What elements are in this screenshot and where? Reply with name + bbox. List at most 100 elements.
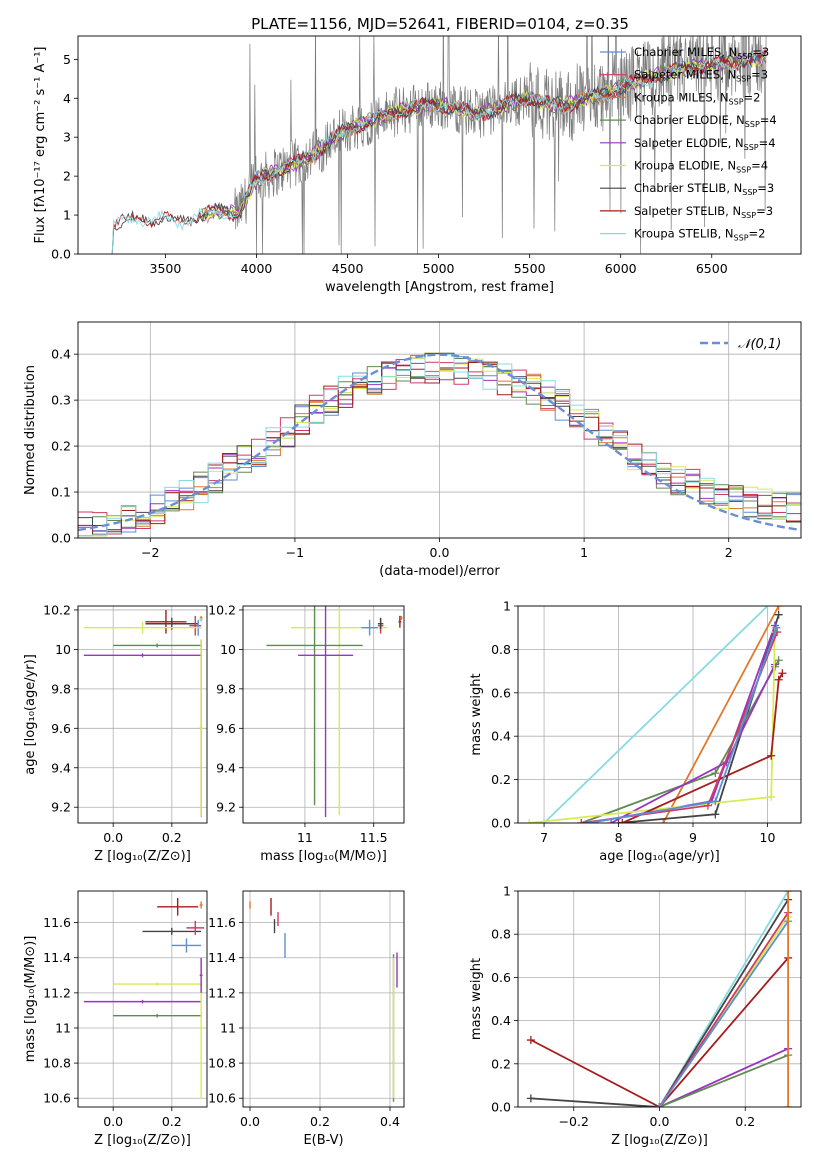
plot-area <box>249 898 398 1102</box>
axes-cumw_vs_Z: −0.2 0.0 0.2 0.0 0.2 0.4 0.6 0.8 1 Z [log₁₀(Z/Z⊙)… <box>469 884 802 1148</box>
y-tick-label: 10 <box>55 642 71 657</box>
y-tick-label: 11.6 <box>43 915 71 930</box>
plot-area <box>526 891 793 1107</box>
errorbar-point <box>266 606 363 806</box>
weight-line-kroupa-stelib <box>543 606 769 823</box>
axes-mass_vs_EBV: 0.0 0.2 0.4 10.6 10.8 11 11.2 11.4 11.6 E(B-V) <box>208 890 405 1148</box>
x-tick-label: 0.2 <box>162 1114 182 1129</box>
y-tick-label: 0.4 <box>491 729 511 744</box>
errorbar-point <box>377 617 384 630</box>
weight-marker <box>614 819 623 823</box>
weight-line-chabrier-stelib <box>618 614 780 823</box>
axes-frame <box>517 605 802 824</box>
x-axis-label: wavelength [Angstrom, rest frame] <box>325 280 554 295</box>
x-tick-label: −0.2 <box>559 1114 589 1129</box>
x-tick-label: 11.5 <box>360 830 388 845</box>
weight-line-chabrier-stelib <box>530 899 789 1107</box>
x-tick-label: 0.0 <box>650 1114 670 1129</box>
weight-marker <box>774 675 783 684</box>
legend-label: Chabrier MILES, NSSP=3 <box>634 45 769 61</box>
errorbar-point <box>145 609 187 634</box>
weight-line-salpeter-elodie <box>659 1047 789 1107</box>
x-tick-label: 3500 <box>150 261 182 276</box>
plot-area <box>110 36 767 254</box>
x-axis-label: E(B-V) <box>303 1133 343 1148</box>
x-tick-label: 0.0 <box>103 1114 123 1129</box>
x-tick-label: 1 <box>580 545 588 560</box>
weight-marker <box>711 810 720 819</box>
y-tick-label: 0.0 <box>51 531 71 546</box>
y-tick-label: 0.2 <box>491 772 511 787</box>
y-axis-label: Normed distribution <box>23 365 38 495</box>
y-tick-label: 0.8 <box>491 642 511 657</box>
y-tick-label: 4 <box>63 91 71 106</box>
y-tick-label: 0.8 <box>491 927 511 942</box>
figure-title: PLATE=1156, MJD=52641, FIBERID=0104, z=0… <box>251 15 629 33</box>
errorbar-point <box>113 1013 202 1018</box>
weight-marker <box>618 819 627 823</box>
x-tick-label: 2 <box>725 545 733 560</box>
y-tick-label: 10.6 <box>208 1091 236 1106</box>
errorbar-point <box>142 927 202 935</box>
x-tick-label: 11 <box>297 830 313 845</box>
weight-marker <box>784 1103 793 1107</box>
y-tick-label: 3 <box>63 130 71 145</box>
weight-line-salpeter-stelib <box>621 672 784 823</box>
legend-label: Salpeter ELODIE, NSSP=4 <box>634 136 776 152</box>
x-tick-label: 10 <box>760 830 776 845</box>
axes-frame <box>77 605 208 824</box>
plot-area <box>525 606 787 823</box>
y-axis-label: mass [log₁₀(M/M⊙)] <box>23 936 38 1063</box>
legend-label: Salpeter MILES, NSSP=3 <box>634 68 768 84</box>
normal-curve <box>78 353 801 532</box>
weight-line-kroupa-miles <box>662 606 780 823</box>
y-axis-label: mass weight <box>469 673 484 755</box>
axes-age_vs_mass: 11 11.5 9.2 9.4 9.6 9.8 10 10.2 mass [log₁₀(M/M⊙… <box>208 602 405 864</box>
weight-line-chabrier-miles <box>658 920 789 1107</box>
x-tick-label: 0.2 <box>162 830 182 845</box>
errorbar-point <box>113 982 202 986</box>
x-tick-label: 5500 <box>514 261 546 276</box>
weight-marker <box>774 610 783 619</box>
y-tick-label: 11.4 <box>208 950 236 965</box>
weight-marker <box>778 669 787 678</box>
y-tick-label: 9.6 <box>51 721 71 736</box>
model-spectrum-kroupa-stelib <box>110 49 767 254</box>
x-axis-label: Z [log₁₀(Z/Z⊙)] <box>94 1133 191 1148</box>
weight-marker <box>525 819 534 823</box>
errorbar-point <box>199 957 203 993</box>
y-tick-label: 11.6 <box>208 915 236 930</box>
y-tick-label: 10.2 <box>43 602 71 617</box>
legend-label: Salpeter STELIB, NSSP=3 <box>634 204 773 220</box>
y-tick-label: 9.4 <box>51 760 71 775</box>
legend-label: Chabrier ELODIE, NSSP=4 <box>634 113 777 129</box>
weight-marker <box>584 819 593 823</box>
axes-spectrum: 3500 4000 4500 5000 5500 6000 6500 0.0 1 2 3 4 5 wave… <box>33 35 802 295</box>
x-tick-label: 0.0 <box>430 545 450 560</box>
y-tick-label: 9.8 <box>216 681 236 696</box>
x-tick-label: 0.4 <box>380 1114 400 1129</box>
x-tick-label: 4000 <box>241 261 273 276</box>
model-spectrum-salpeter-elodie <box>201 51 766 224</box>
y-tick-label: 0.1 <box>51 485 71 500</box>
y-tick-label: 5 <box>63 52 71 67</box>
x-axis-label: Z [log₁₀(Z/Z⊙)] <box>94 849 191 864</box>
y-tick-label: 1 <box>503 884 511 899</box>
x-tick-label: −1 <box>286 545 304 560</box>
axes-frame <box>77 35 802 255</box>
weight-marker <box>767 751 776 760</box>
plot-area <box>83 609 203 818</box>
y-tick-label: 9.2 <box>216 800 236 815</box>
errorbar-point <box>361 619 378 636</box>
y-tick-label: 9.8 <box>51 681 71 696</box>
x-tick-label: 6000 <box>605 261 637 276</box>
x-tick-label: 8 <box>615 830 623 845</box>
residuals-legend: 𝒩(0,1) <box>700 337 781 352</box>
y-tick-label: 0.0 <box>51 247 71 262</box>
weight-marker <box>767 792 776 801</box>
x-tick-label: 7 <box>540 830 548 845</box>
errorbar-point <box>399 615 403 620</box>
x-axis-label: age [log₁₀(age/yr)] <box>599 849 720 864</box>
axes-frame <box>77 890 208 1108</box>
